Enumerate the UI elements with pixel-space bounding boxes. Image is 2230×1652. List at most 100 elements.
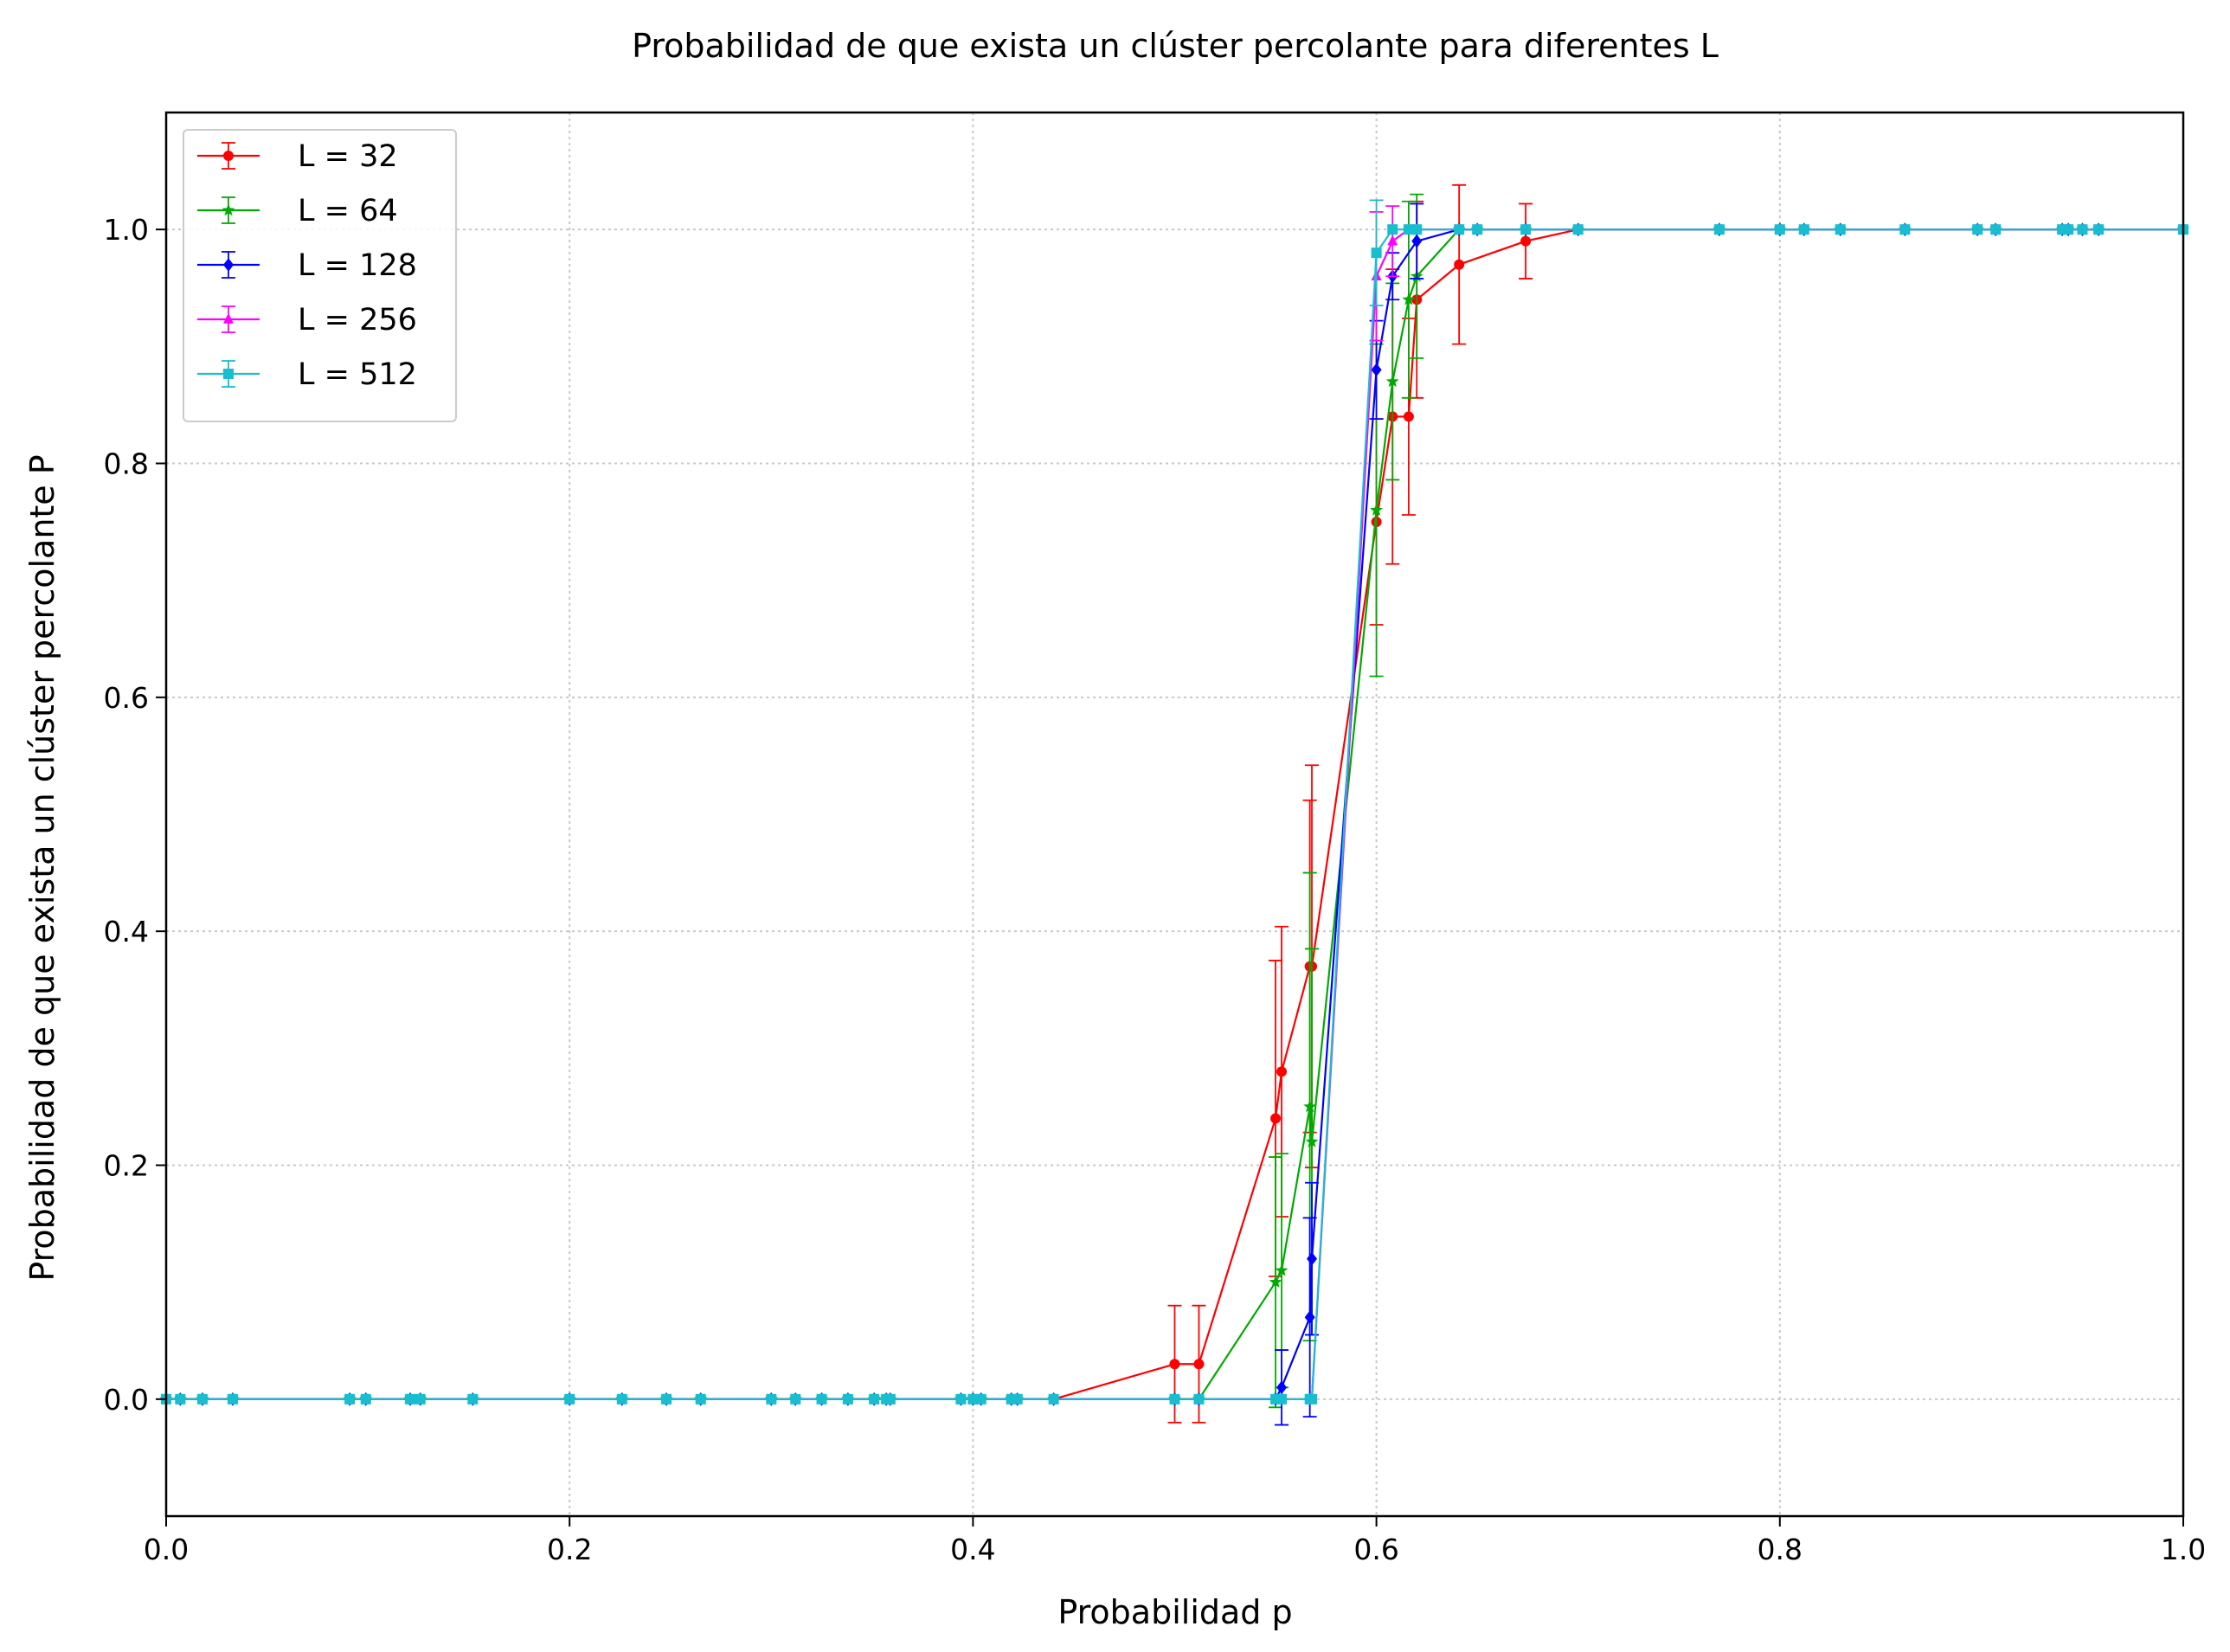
data-point	[661, 1393, 672, 1405]
data-point	[467, 1393, 479, 1405]
data-point	[2077, 224, 2088, 235]
data-point	[1276, 1380, 1288, 1395]
data-point	[816, 1393, 827, 1405]
data-point	[1307, 1393, 1318, 1405]
x-tick-label: 1.0	[2161, 1533, 2206, 1566]
data-point	[1403, 224, 1414, 235]
data-point	[1193, 1393, 1205, 1405]
legend-label: L = 512	[298, 357, 417, 392]
axis-ticks: 0.0 0.2 0.4 0.6 0.8 1.0 0.0 0.2 0.4 0.6 0.8 1.0	[104, 213, 2207, 1566]
series-5	[161, 199, 2188, 1405]
data-point	[1990, 224, 2002, 235]
data-point	[1520, 224, 1532, 235]
data-point	[1402, 292, 1416, 305]
y-tick-label: 0.2	[104, 1149, 149, 1183]
data-point	[2093, 224, 2105, 235]
legend-item: L = 256	[197, 303, 417, 337]
legend-label: L = 256	[298, 303, 417, 337]
data-point	[223, 369, 234, 379]
series-group	[159, 183, 2190, 1426]
data-point	[766, 1393, 777, 1405]
data-point	[1304, 1310, 1315, 1325]
data-point	[1276, 1393, 1288, 1405]
data-point	[1411, 234, 1423, 248]
y-tick-label: 1.0	[104, 213, 149, 247]
legend-label: L = 32	[298, 139, 398, 174]
data-point	[975, 1393, 986, 1405]
data-point	[405, 1393, 416, 1405]
data-point	[1713, 224, 1725, 235]
data-point	[1012, 1393, 1023, 1405]
data-point	[869, 1393, 880, 1405]
legend-item: L = 64	[197, 194, 398, 228]
data-point	[1411, 224, 1423, 235]
x-tick-label: 0.2	[547, 1533, 592, 1566]
data-point	[1972, 224, 1983, 235]
data-point	[616, 1393, 627, 1405]
data-point	[1520, 235, 1532, 247]
x-tick-label: 0.6	[1353, 1533, 1398, 1566]
x-axis-label: Probabilidad p	[1057, 1593, 1292, 1631]
data-point	[1303, 1100, 1317, 1113]
data-point	[564, 1393, 575, 1405]
y-tick-label: 0.0	[104, 1383, 149, 1417]
data-point	[175, 1393, 186, 1405]
x-tick-label: 0.8	[1758, 1533, 1803, 1566]
data-point	[790, 1393, 801, 1405]
data-point	[955, 1393, 967, 1405]
data-point	[1472, 224, 1483, 235]
data-point	[2063, 224, 2074, 235]
y-tick-label: 0.6	[104, 681, 149, 715]
legend-item: L = 128	[197, 248, 417, 283]
data-point	[1276, 1066, 1288, 1077]
data-point	[1387, 224, 1398, 235]
legend-box	[183, 129, 457, 422]
data-point	[223, 258, 234, 272]
data-point	[1270, 1113, 1282, 1124]
x-tick-label: 0.0	[144, 1533, 189, 1566]
data-point	[967, 1393, 979, 1405]
data-point	[344, 1393, 356, 1405]
data-point	[1774, 224, 1785, 235]
data-point	[1899, 224, 1911, 235]
legend: L = 32 L = 64 L = 128 L = 256 L = 512	[183, 129, 457, 422]
legend-item: L = 32	[197, 139, 398, 174]
legend-label: L = 128	[298, 248, 417, 283]
data-point	[360, 1393, 371, 1405]
data-point	[1835, 224, 1846, 235]
data-point	[1269, 1275, 1282, 1288]
data-point	[1371, 247, 1382, 259]
data-point	[196, 1393, 208, 1405]
data-point	[1403, 411, 1414, 422]
data-point	[1307, 1251, 1318, 1266]
data-point	[227, 1393, 238, 1405]
series-line	[166, 228, 2183, 1400]
x-tick-label: 0.4	[950, 1533, 995, 1566]
y-axis-label: Probabilidad de que exista un clúster pe…	[23, 454, 61, 1281]
data-point	[695, 1393, 706, 1405]
data-point	[1048, 1393, 1059, 1405]
data-point	[1305, 1135, 1319, 1147]
plot-area-frame	[164, 111, 2185, 1518]
data-point	[1454, 224, 1465, 235]
data-point	[1454, 259, 1465, 270]
y-tick-label: 0.4	[104, 915, 149, 948]
data-point	[223, 312, 234, 324]
data-point	[842, 1393, 853, 1405]
data-point	[1572, 224, 1584, 235]
data-point	[1371, 363, 1382, 377]
data-point	[1370, 503, 1384, 516]
data-point	[1275, 1263, 1289, 1276]
data-point	[1387, 235, 1398, 246]
data-point	[222, 203, 235, 216]
data-point	[415, 1393, 426, 1405]
data-point	[1798, 224, 1809, 235]
y-tick-label: 0.8	[104, 447, 149, 481]
data-point	[1385, 375, 1399, 388]
data-point	[884, 1393, 896, 1405]
data-point	[1169, 1359, 1180, 1370]
data-point	[1193, 1359, 1205, 1370]
legend-label: L = 64	[298, 194, 398, 228]
data-point	[1169, 1393, 1180, 1405]
